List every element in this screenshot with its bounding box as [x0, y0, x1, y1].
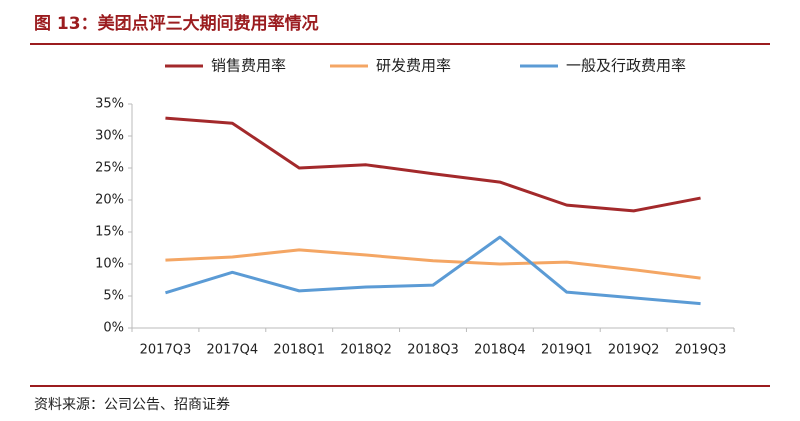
x-tick-label: 2018Q3	[407, 343, 459, 358]
series-line	[165, 116, 701, 213]
legend-label: 一般及行政费用率	[566, 57, 686, 75]
chart-title: 图 13：美团点评三大期间费用率情况	[34, 13, 319, 34]
y-tick-label: 25%	[95, 161, 124, 176]
y-tick-label: 0%	[103, 321, 124, 336]
y-tick-label: 35%	[95, 97, 124, 112]
y-tick-label: 20%	[95, 193, 124, 208]
series-line	[165, 235, 701, 306]
y-tick-label: 5%	[103, 289, 124, 304]
legend-label: 销售费用率	[211, 57, 286, 75]
legend-label: 研发费用率	[376, 57, 451, 75]
x-tick-label: 2017Q4	[207, 343, 259, 358]
x-tick-label: 2019Q3	[675, 343, 727, 358]
x-tick-label: 2019Q1	[541, 343, 593, 358]
x-tick-label: 2019Q2	[608, 343, 660, 358]
source-note: 资料来源：公司公告、招商证券	[34, 397, 230, 413]
y-tick-label: 15%	[95, 225, 124, 240]
x-tick-label: 2017Q3	[140, 343, 192, 358]
x-tick-label: 2018Q4	[474, 343, 526, 358]
y-tick-label: 10%	[95, 257, 124, 272]
series-line	[165, 248, 701, 280]
y-tick-label: 30%	[95, 129, 124, 144]
x-tick-label: 2018Q1	[273, 343, 325, 358]
x-tick-label: 2018Q2	[340, 343, 392, 358]
